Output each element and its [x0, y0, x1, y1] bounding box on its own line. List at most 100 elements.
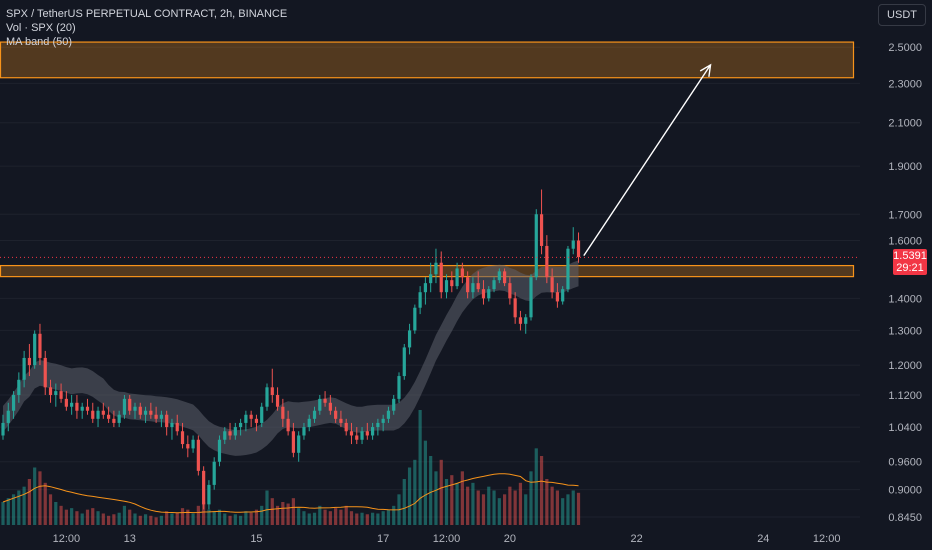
candle-body — [217, 439, 222, 462]
candle-body — [239, 422, 243, 428]
candle-body — [529, 277, 533, 318]
volume-bar — [334, 508, 338, 525]
candle-body — [439, 262, 443, 293]
candle-body — [191, 439, 195, 449]
candle-body — [11, 394, 16, 411]
volume-bar — [439, 459, 443, 525]
volume-bar — [407, 467, 412, 525]
candle-body — [165, 414, 169, 428]
volume-bar — [392, 505, 396, 525]
volume-bar — [22, 486, 26, 525]
volume-bar — [85, 509, 90, 525]
volume-bar — [244, 511, 248, 525]
volume-bar — [143, 514, 148, 525]
candle-body — [265, 387, 269, 407]
legend-ma-band[interactable]: MA band (50) — [6, 36, 73, 48]
volume-bar — [91, 508, 95, 525]
volume-bar — [576, 492, 581, 525]
x-tick-label: 24 — [757, 533, 769, 545]
volume-bar — [233, 514, 237, 525]
candle-body — [492, 280, 496, 290]
volume-bar — [207, 509, 211, 525]
y-tick-label: 0.8450 — [888, 512, 922, 524]
volume-bar — [555, 490, 559, 525]
candle-body — [143, 410, 148, 415]
volume-bar — [175, 512, 179, 525]
volume-bar — [492, 490, 496, 525]
candle-body — [128, 398, 132, 411]
volume-bar — [550, 486, 554, 525]
candle-body — [518, 317, 523, 324]
volume-bar — [381, 511, 385, 525]
volume-bar — [191, 513, 195, 525]
volume-bar — [513, 490, 517, 525]
candle-body — [75, 402, 79, 411]
candle-body — [33, 333, 37, 366]
y-tick-label: 1.9000 — [888, 161, 922, 173]
volume-bar — [180, 508, 185, 525]
candle-body — [371, 427, 375, 436]
volume-bar — [64, 509, 68, 525]
candle-body — [154, 414, 158, 419]
volume-bar — [476, 490, 480, 525]
legend-volume[interactable]: Vol · SPX (20) — [6, 22, 76, 34]
volume-bar — [297, 508, 301, 525]
volume-bar — [402, 479, 406, 525]
candle-body — [202, 470, 206, 505]
candle-body — [48, 387, 53, 395]
volume-bar — [497, 498, 501, 525]
volume-bar — [43, 482, 47, 525]
candle-body — [260, 406, 264, 423]
volume-bar — [223, 513, 227, 525]
volume-bar — [27, 479, 31, 525]
candle-body — [59, 391, 63, 399]
candle-body — [571, 240, 575, 249]
volume-bar — [312, 512, 317, 525]
volume-bar — [11, 494, 16, 525]
candle-body — [159, 414, 163, 419]
volume-bar — [365, 514, 369, 525]
y-tick-label: 1.3000 — [888, 325, 922, 337]
volume-bar — [149, 515, 153, 525]
currency-button[interactable]: USDT — [878, 4, 926, 26]
candle-body — [101, 410, 105, 415]
volume-bar — [466, 486, 470, 525]
candle-body — [524, 317, 528, 324]
candle-body — [434, 262, 438, 275]
volume-bar — [302, 511, 306, 525]
legend-title[interactable]: SPX / TetherUS PERPETUAL CONTRACT, 2h, B… — [6, 8, 288, 20]
candle-body — [476, 283, 480, 290]
candle-body — [418, 292, 422, 308]
volume-bar — [270, 498, 274, 525]
y-tick-label: 1.0400 — [888, 422, 922, 434]
candle-body — [223, 431, 227, 440]
y-tick-label: 2.5000 — [888, 42, 922, 54]
candle-body — [233, 427, 237, 436]
y-tick-label: 1.4000 — [888, 293, 922, 305]
x-tick-label: 13 — [124, 533, 136, 545]
volume-bar — [281, 502, 285, 525]
volume-bar — [571, 490, 575, 525]
candle-body — [117, 414, 121, 423]
volume-bar — [228, 515, 232, 525]
candle-body — [80, 406, 84, 411]
candle-body — [386, 410, 391, 419]
x-tick-label: 15 — [250, 533, 262, 545]
volume-bar — [107, 515, 111, 525]
volume-bar — [212, 511, 216, 525]
candle-body — [307, 418, 311, 428]
candle-body — [1, 422, 5, 436]
volume-bar — [75, 511, 79, 525]
volume-bar — [371, 512, 375, 525]
candle-body — [355, 435, 359, 440]
candle-body — [402, 347, 406, 377]
candle-body — [487, 289, 491, 299]
candle-body — [70, 402, 74, 407]
volume-bar — [48, 494, 53, 525]
volume-bar — [481, 494, 486, 525]
candle-body — [91, 410, 95, 419]
candle-body — [328, 402, 332, 411]
candles-layer — [1, 189, 581, 510]
candle-body — [555, 292, 559, 302]
